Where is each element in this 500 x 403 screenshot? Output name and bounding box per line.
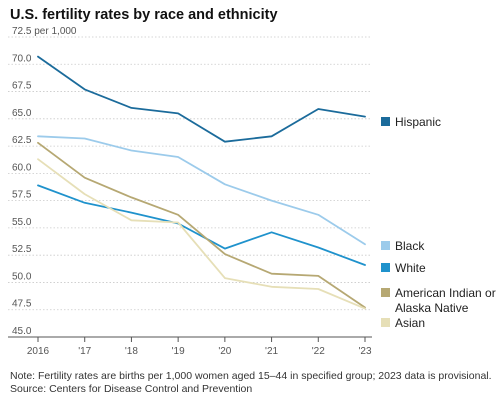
x-tick-label: '19: [172, 346, 185, 357]
legend-swatch: [381, 241, 390, 250]
x-tick-label: '23: [358, 346, 371, 357]
x-tick-label: '17: [78, 346, 91, 357]
legend-swatch: [381, 117, 390, 126]
legend-swatch: [381, 263, 390, 272]
y-tick-label: 70.0: [12, 53, 32, 64]
chart-footnote: Note: Fertility rates are births per 1,0…: [10, 370, 495, 396]
y-tick-label: 60.0: [12, 162, 32, 173]
y-tick-label: 62.5: [12, 135, 32, 146]
series-line-white: [37, 184, 366, 266]
x-tick-label: '20: [218, 346, 231, 357]
y-tick-label: 45.0: [12, 326, 32, 337]
series-line-black: [37, 135, 366, 246]
legend-label: Hispanic: [395, 115, 441, 129]
legend-swatch: [381, 318, 390, 327]
y-tick-label: 52.5: [12, 244, 32, 255]
legend-label: Black: [395, 239, 425, 253]
x-tick-label: '22: [312, 346, 325, 357]
gridlines: [8, 36, 372, 338]
y-tick-label: 67.5: [12, 81, 32, 92]
legend-label: White: [395, 261, 426, 275]
legend-label: Alaska Native: [395, 301, 469, 315]
y-tick-label: 57.5: [12, 190, 32, 201]
x-axis-ticks: 2016 '17 '18 '19 '20 '21 '22 '23: [27, 337, 372, 357]
y-axis-ticks: 70.0 67.5 65.0 62.5 60.0 57.5 55.0 52.5 50.0 47.5…: [12, 53, 32, 337]
series-lines: [37, 55, 366, 310]
series-line-american-indian-or-alaska-native: [37, 141, 366, 309]
x-tick-label: '21: [265, 346, 278, 357]
y-unit-label: 72.5 per 1,000: [12, 26, 77, 37]
y-tick-label: 65.0: [12, 108, 32, 119]
x-tick-label: '18: [125, 346, 138, 357]
y-tick-label: 47.5: [12, 299, 32, 310]
note-text: Note: Fertility rates are births per 1,0…: [10, 370, 492, 382]
legend-swatch: [381, 288, 390, 297]
y-tick-label: 55.0: [12, 217, 32, 228]
legend: Hispanic Black White American Indian orAlas…: [381, 115, 496, 330]
source-text: Source: Centers for Disease Control and …: [10, 383, 253, 395]
x-tick-label: 2016: [27, 346, 50, 357]
legend-label: American Indian or: [395, 286, 496, 300]
legend-label: Asian: [395, 316, 425, 330]
series-line-asian: [37, 158, 366, 310]
chart-title: U.S. fertility rates by race and ethnici…: [10, 7, 278, 23]
y-tick-label: 50.0: [12, 271, 32, 282]
series-line-hispanic: [37, 55, 366, 143]
